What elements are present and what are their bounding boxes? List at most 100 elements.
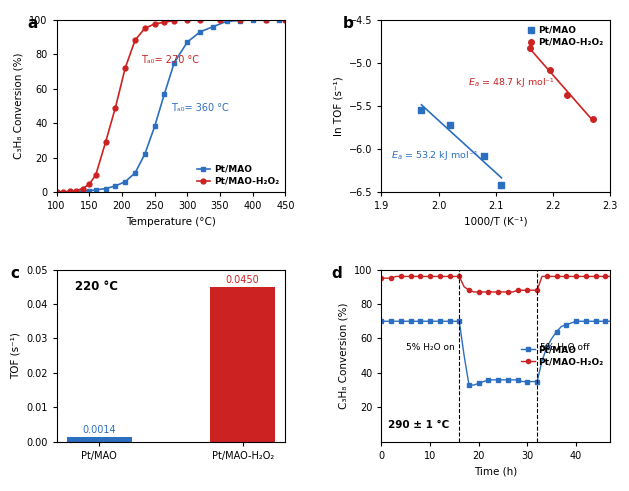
Pt/MAO bbox=[170, 60, 178, 66]
Text: d: d bbox=[331, 266, 342, 281]
Pt/MAO bbox=[282, 17, 289, 23]
Text: $E_a$ = 53.2 kJ mol⁻¹: $E_a$ = 53.2 kJ mol⁻¹ bbox=[391, 148, 478, 162]
Pt/MAO-H₂O₂ bbox=[480, 289, 487, 295]
Pt/MAO-H₂O₂ bbox=[582, 273, 589, 279]
Pt/MAO-H₂O₂ bbox=[450, 273, 458, 279]
Text: a: a bbox=[27, 16, 37, 31]
Pt/MAO bbox=[160, 91, 168, 97]
Pt/MAO-H₂O₂ bbox=[601, 273, 609, 279]
Pt/MAO-H₂O₂ bbox=[572, 273, 580, 279]
Text: 0.0014: 0.0014 bbox=[82, 425, 116, 436]
Pt/MAO-H₂O₂ bbox=[436, 273, 443, 279]
Bar bbox=[211, 287, 275, 442]
Point bbox=[445, 121, 455, 129]
Pt/MAO bbox=[514, 377, 521, 383]
Pt/MAO bbox=[397, 318, 404, 324]
Pt/MAO-H₂O₂ bbox=[470, 289, 477, 295]
Pt/MAO-H₂O₂ bbox=[121, 65, 129, 71]
Pt/MAO-H₂O₂ bbox=[577, 273, 585, 279]
Pt/MAO bbox=[209, 24, 217, 29]
Pt/MAO-H₂O₂ bbox=[397, 273, 404, 279]
Pt/MAO bbox=[562, 322, 570, 327]
Pt/MAO bbox=[387, 318, 395, 324]
Pt/MAO bbox=[86, 188, 93, 193]
Pt/MAO-H₂O₂ bbox=[59, 189, 67, 195]
Pt/MAO bbox=[533, 379, 541, 384]
Pt/MAO-H₂O₂ bbox=[587, 273, 594, 279]
Pt/MAO-H₂O₂ bbox=[72, 188, 80, 193]
Pt/MAO-H₂O₂ bbox=[519, 287, 526, 293]
Pt/MAO bbox=[412, 318, 420, 324]
Pt/MAO-H₂O₂ bbox=[592, 273, 599, 279]
Legend: Pt/MAO, Pt/MAO-H₂O₂: Pt/MAO, Pt/MAO-H₂O₂ bbox=[526, 24, 606, 49]
Pt/MAO-H₂O₂ bbox=[402, 273, 409, 279]
Pt/MAO-H₂O₂ bbox=[112, 105, 120, 110]
Text: $E_a$ = 48.7 kJ mol⁻¹: $E_a$ = 48.7 kJ mol⁻¹ bbox=[469, 76, 555, 89]
Text: 220 °C: 220 °C bbox=[75, 280, 118, 293]
Pt/MAO-H₂O₂ bbox=[562, 273, 570, 279]
Pt/MAO bbox=[197, 29, 204, 35]
Pt/MAO bbox=[262, 17, 269, 23]
Pt/MAO-H₂O₂ bbox=[92, 172, 99, 178]
Pt/MAO bbox=[592, 318, 599, 324]
Pt/MAO-H₂O₂ bbox=[489, 289, 497, 295]
Text: 5% H₂O off: 5% H₂O off bbox=[540, 343, 589, 352]
Point bbox=[525, 44, 535, 52]
Text: Tₐ₀= 270 °C: Tₐ₀= 270 °C bbox=[142, 55, 199, 65]
Pt/MAO bbox=[421, 318, 429, 324]
Pt/MAO bbox=[66, 189, 74, 194]
Pt/MAO bbox=[416, 318, 424, 324]
Pt/MAO bbox=[151, 124, 159, 130]
Pt/MAO bbox=[597, 318, 604, 324]
Pt/MAO bbox=[489, 377, 497, 383]
Pt/MAO bbox=[494, 377, 502, 383]
Text: b: b bbox=[343, 16, 353, 31]
Text: 5% H₂O on: 5% H₂O on bbox=[406, 343, 454, 352]
Pt/MAO bbox=[523, 379, 531, 384]
Point bbox=[588, 115, 598, 123]
Pt/MAO-H₂O₂ bbox=[475, 289, 482, 295]
Pt/MAO bbox=[441, 318, 448, 324]
Pt/MAO bbox=[460, 353, 468, 358]
Pt/MAO bbox=[572, 318, 580, 324]
Pt/MAO-H₂O₂ bbox=[184, 17, 191, 23]
Pt/MAO bbox=[480, 379, 487, 384]
Point bbox=[496, 181, 506, 189]
X-axis label: Temperature (°C): Temperature (°C) bbox=[126, 217, 216, 226]
Pt/MAO-H₂O₂ bbox=[66, 189, 74, 194]
Pt/MAO bbox=[538, 358, 546, 364]
Pt/MAO bbox=[402, 318, 409, 324]
Pt/MAO bbox=[543, 344, 550, 350]
Pt/MAO-H₂O₂ bbox=[416, 273, 424, 279]
Pt/MAO bbox=[475, 381, 482, 386]
Pt/MAO bbox=[587, 318, 594, 324]
Pt/MAO bbox=[470, 382, 477, 388]
Pt/MAO-H₂O₂ bbox=[504, 289, 512, 295]
Pt/MAO-H₂O₂ bbox=[170, 18, 178, 24]
Pt/MAO-H₂O₂ bbox=[538, 273, 546, 279]
Pt/MAO-H₂O₂ bbox=[392, 273, 400, 279]
Pt/MAO-H₂O₂ bbox=[441, 273, 448, 279]
Pt/MAO bbox=[553, 328, 560, 334]
Pt/MAO bbox=[509, 377, 516, 383]
Pt/MAO bbox=[249, 17, 257, 23]
Pt/MAO bbox=[53, 189, 60, 195]
Point bbox=[416, 106, 426, 114]
Pt/MAO-H₂O₂ bbox=[377, 275, 385, 281]
Pt/MAO bbox=[567, 320, 575, 326]
Pt/MAO-H₂O₂ bbox=[160, 19, 168, 25]
Line: Pt/MAO-H₂O₂: Pt/MAO-H₂O₂ bbox=[54, 17, 288, 194]
Pt/MAO bbox=[79, 188, 87, 194]
Pt/MAO bbox=[275, 17, 282, 23]
Pt/MAO-H₂O₂ bbox=[553, 273, 560, 279]
Pt/MAO-H₂O₂ bbox=[197, 17, 204, 23]
Legend: Pt/MAO, Pt/MAO-H₂O₂: Pt/MAO, Pt/MAO-H₂O₂ bbox=[520, 344, 606, 368]
Pt/MAO bbox=[141, 151, 148, 157]
Pt/MAO-H₂O₂ bbox=[509, 289, 516, 295]
Pt/MAO-H₂O₂ bbox=[216, 17, 224, 23]
Pt/MAO bbox=[121, 179, 129, 185]
Pt/MAO bbox=[377, 318, 385, 324]
Pt/MAO-H₂O₂ bbox=[446, 273, 454, 279]
Pt/MAO bbox=[577, 318, 585, 324]
Pt/MAO bbox=[236, 18, 243, 24]
